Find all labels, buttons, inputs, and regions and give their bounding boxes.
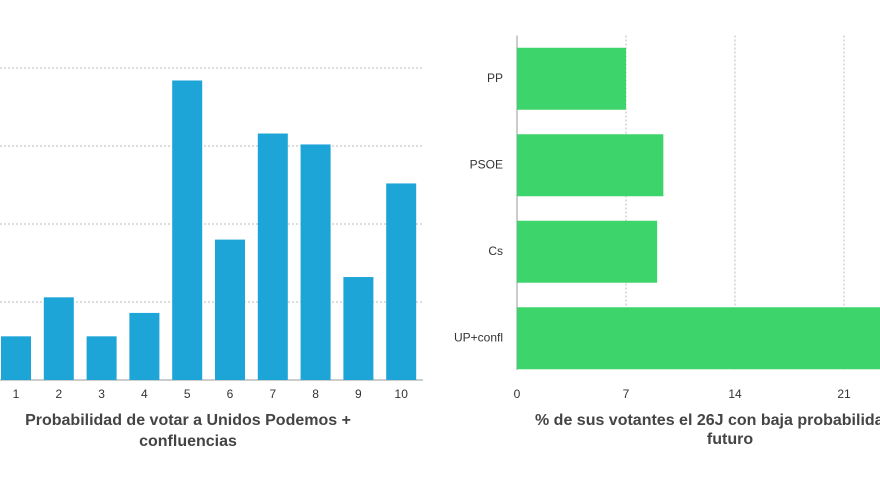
chart-title: % de sus votantes el 26J con baja probab… — [535, 412, 880, 429]
x-tick-label: 5 — [184, 387, 191, 401]
y-tick-label: PSOE — [470, 157, 503, 171]
chart-title: futuro — [707, 431, 753, 448]
x-tick-label: 6 — [227, 387, 234, 401]
x-tick-label: 14 — [728, 387, 742, 401]
x-tick-label: 4 — [141, 387, 148, 401]
bar — [517, 220, 658, 283]
x-tick-label: 8 — [312, 387, 319, 401]
x-tick-label: 1 — [13, 387, 20, 401]
chart-title: confluencias — [139, 433, 237, 450]
y-tick-label: UP+confl — [454, 330, 503, 344]
bar — [257, 133, 288, 380]
x-tick-label: 7 — [623, 387, 630, 401]
x-tick-label: 21 — [837, 387, 851, 401]
y-tick-label: PP — [487, 71, 503, 85]
bar — [386, 183, 417, 380]
x-tick-label: 3 — [98, 387, 105, 401]
bar — [0, 336, 31, 380]
y-tick-label: Cs — [488, 244, 503, 258]
bar — [129, 312, 160, 380]
bar — [517, 307, 880, 370]
bar — [215, 239, 245, 380]
x-tick-label: 7 — [269, 387, 276, 401]
bar — [517, 47, 626, 110]
bar — [300, 144, 331, 380]
bar — [172, 80, 203, 380]
bar — [517, 134, 664, 197]
chart-title: Probabilidad de votar a Unidos Podemos + — [25, 412, 351, 429]
bar — [86, 336, 117, 380]
x-tick-label: 0 — [514, 387, 521, 401]
bar — [343, 277, 374, 380]
x-tick-label: 10 — [395, 387, 409, 401]
bar — [43, 297, 74, 380]
x-tick-label: 2 — [55, 387, 62, 401]
x-tick-label: 9 — [355, 387, 362, 401]
